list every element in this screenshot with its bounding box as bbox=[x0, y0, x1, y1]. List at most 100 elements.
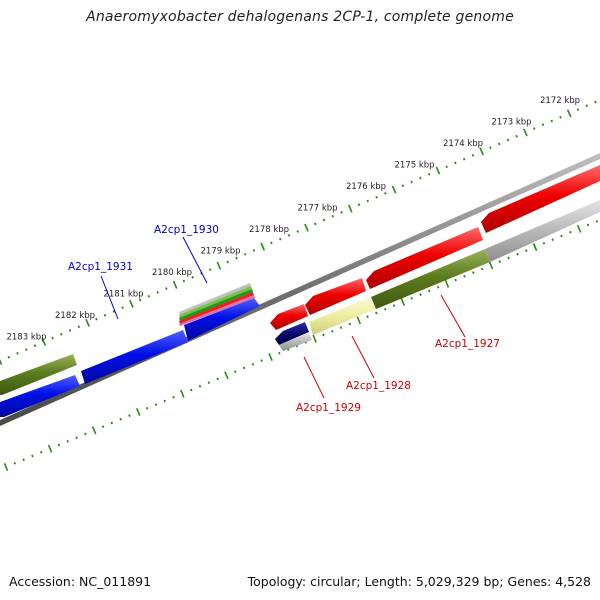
major-tick bbox=[129, 299, 134, 308]
major-tick bbox=[41, 337, 47, 346]
minor-tick bbox=[233, 370, 237, 374]
minor-tick bbox=[251, 362, 255, 366]
gene-feature-multicolor-stack[interactable] bbox=[179, 283, 255, 326]
minor-tick bbox=[145, 406, 149, 410]
major-tick bbox=[444, 279, 450, 288]
minor-tick bbox=[375, 311, 378, 315]
minor-tick bbox=[471, 153, 475, 157]
map-title: Anaeromyxobacter dehalogenans 2CP-1, com… bbox=[86, 9, 514, 25]
minor-tick bbox=[57, 443, 61, 447]
kbp-label: 2175 kbp bbox=[395, 161, 435, 171]
gene-feature-A2cp1-1931[interactable] bbox=[0, 375, 80, 417]
minor-tick bbox=[84, 432, 87, 436]
major-tick bbox=[576, 224, 582, 233]
kbp-label: 2172 kbp bbox=[540, 96, 580, 106]
minor-tick bbox=[462, 157, 466, 161]
minor-tick bbox=[31, 454, 34, 458]
major-tick bbox=[532, 242, 538, 252]
major-tick bbox=[479, 147, 484, 156]
major-tick bbox=[216, 261, 222, 270]
gene-feature-A2cp1-1928[interactable] bbox=[309, 297, 376, 335]
kbp-label: 2179 kbp bbox=[201, 247, 241, 257]
minor-tick bbox=[33, 344, 37, 348]
minor-tick bbox=[419, 176, 422, 180]
gene-label-A2cp1-1929: A2cp1_1929 bbox=[296, 402, 361, 414]
minor-tick bbox=[524, 249, 528, 253]
minor-tick bbox=[207, 381, 211, 385]
minor-tick bbox=[226, 260, 229, 264]
minor-tick bbox=[119, 417, 122, 421]
minor-tick bbox=[541, 123, 545, 127]
minor-tick bbox=[595, 219, 599, 223]
major-tick bbox=[224, 371, 229, 380]
minor-tick bbox=[322, 333, 325, 337]
minor-tick bbox=[198, 384, 202, 388]
gene-feature-red-1[interactable] bbox=[270, 304, 308, 330]
minor-tick bbox=[75, 436, 78, 440]
gene-feature-grey-small bbox=[279, 333, 312, 351]
minor-tick bbox=[154, 403, 158, 407]
minor-tick bbox=[270, 241, 273, 245]
minor-tick bbox=[339, 326, 343, 330]
gene-label-A2cp1-1928: A2cp1_1928 bbox=[346, 380, 411, 392]
minor-tick bbox=[375, 195, 378, 199]
minor-tick bbox=[569, 230, 572, 234]
minor-tick bbox=[419, 293, 422, 297]
minor-tick bbox=[586, 223, 590, 227]
minor-tick bbox=[112, 310, 116, 313]
minor-tick bbox=[156, 291, 159, 294]
minor-tick bbox=[24, 348, 28, 351]
minor-tick bbox=[138, 298, 142, 302]
minor-tick bbox=[594, 100, 597, 104]
major-tick bbox=[91, 426, 97, 435]
minor-tick bbox=[506, 138, 510, 142]
kbp-label: 2174 kbp bbox=[443, 139, 483, 149]
gene-feature-A2cp1-1929[interactable] bbox=[275, 322, 309, 345]
gene-feature-red-4[interactable] bbox=[481, 165, 600, 233]
minor-tick bbox=[22, 458, 25, 462]
gene-feature-red-2[interactable] bbox=[305, 278, 366, 315]
genome-backbone bbox=[0, 153, 600, 426]
minor-tick bbox=[121, 306, 124, 310]
minor-tick bbox=[330, 329, 334, 333]
major-tick bbox=[85, 318, 90, 327]
minor-tick bbox=[384, 192, 387, 195]
minor-tick bbox=[410, 296, 413, 300]
minor-tick bbox=[287, 233, 291, 237]
minor-tick bbox=[51, 336, 54, 340]
minor-tick bbox=[163, 399, 166, 403]
minor-tick bbox=[497, 142, 501, 146]
minor-tick bbox=[191, 275, 194, 279]
minor-tick bbox=[454, 161, 457, 165]
gene-feature-forward-blue-2[interactable] bbox=[81, 330, 188, 384]
major-tick bbox=[391, 185, 397, 194]
minor-tick bbox=[551, 238, 554, 242]
minor-tick bbox=[366, 315, 369, 319]
minor-tick bbox=[296, 230, 300, 233]
gene-feature-A2cp1-1927[interactable] bbox=[371, 249, 490, 309]
minor-tick bbox=[235, 256, 238, 260]
inner-kbp-ticks bbox=[3, 219, 599, 472]
minor-tick bbox=[410, 180, 413, 184]
minor-tick bbox=[39, 450, 43, 454]
accession-text: Accession: NC_011891 bbox=[9, 574, 152, 589]
minor-tick bbox=[532, 127, 536, 130]
major-tick bbox=[47, 444, 53, 453]
minor-tick bbox=[542, 241, 546, 245]
minor-tick bbox=[68, 329, 72, 332]
minor-tick bbox=[7, 355, 11, 359]
major-tick bbox=[172, 280, 178, 289]
gene-feature-A2cp1-1930[interactable] bbox=[184, 298, 260, 341]
minor-tick bbox=[16, 352, 19, 355]
kbp-label: 2183 kbp bbox=[7, 333, 47, 343]
kbp-label: 2177 kbp bbox=[298, 204, 338, 214]
minor-tick bbox=[313, 222, 317, 226]
minor-tick bbox=[110, 421, 114, 425]
gene-feature-red-3[interactable] bbox=[366, 227, 483, 289]
gene-label-A2cp1-1930: A2cp1_1930 bbox=[154, 224, 219, 236]
minor-tick bbox=[172, 395, 175, 399]
minor-tick bbox=[60, 332, 63, 336]
major-tick bbox=[435, 166, 441, 175]
minor-tick bbox=[340, 211, 343, 214]
major-tick bbox=[400, 297, 406, 307]
